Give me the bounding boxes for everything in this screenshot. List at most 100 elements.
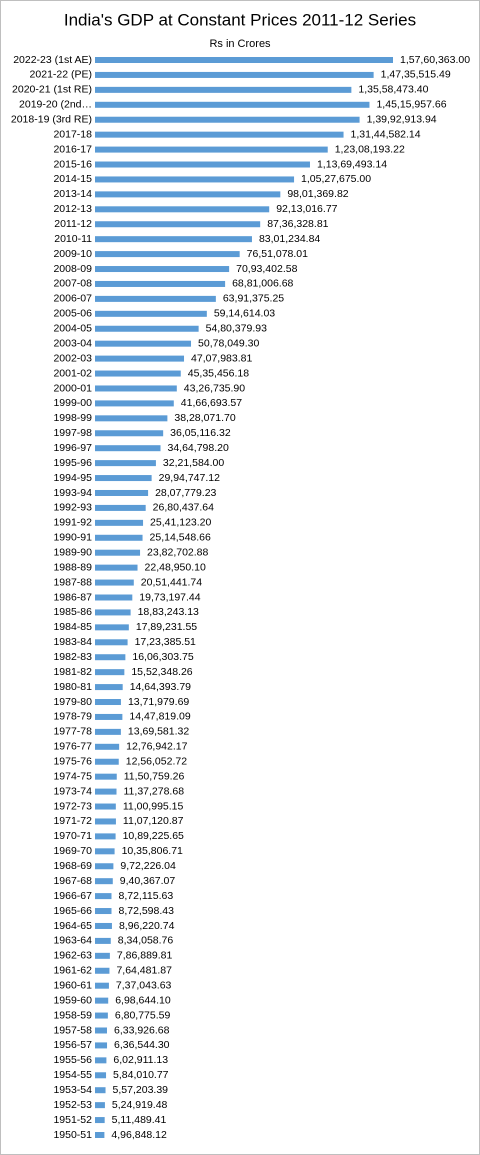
value-label: 12,76,942.17 (126, 741, 187, 753)
bar (95, 654, 126, 661)
bar (95, 699, 121, 706)
bar (95, 460, 156, 467)
bar (95, 310, 207, 317)
bar (95, 1087, 106, 1094)
category-label: 1951-52 (53, 1114, 92, 1126)
category-label: 1972-73 (53, 800, 92, 812)
category-label: 1960-61 (53, 979, 92, 991)
value-label: 4,96,848.12 (111, 1129, 167, 1141)
category-label: 1984-85 (53, 621, 92, 633)
value-label: 70,93,402.58 (236, 263, 297, 275)
category-label: 1962-63 (53, 950, 92, 962)
bar (95, 594, 133, 601)
category-label: 1992-93 (53, 502, 92, 514)
value-label: 83,01,234.84 (259, 233, 320, 245)
category-label: 1952-53 (53, 1099, 92, 1111)
category-label: 1971-72 (53, 815, 92, 827)
category-label: 2007-08 (53, 278, 92, 290)
category-label: 1977-78 (53, 726, 92, 738)
category-label: 2014-15 (53, 173, 92, 185)
value-label: 98,01,369.82 (287, 188, 348, 200)
bar (95, 445, 161, 452)
value-label: 68,81,006.68 (232, 278, 293, 290)
value-label: 11,00,995.15 (123, 800, 184, 812)
value-label: 8,96,220.74 (119, 920, 175, 932)
category-label: 1974-75 (53, 770, 92, 782)
value-label: 38,28,071.70 (174, 412, 235, 424)
value-label: 10,35,806.71 (122, 845, 183, 857)
value-label: 13,71,979.69 (128, 696, 189, 708)
category-label: 1976-77 (53, 741, 92, 753)
value-label: 13,69,581.32 (128, 726, 189, 738)
category-label: 2012-13 (53, 203, 92, 215)
category-label: 1958-59 (53, 1009, 92, 1021)
bar (95, 325, 199, 332)
category-label: 1983-84 (53, 636, 92, 648)
category-label: 2010-11 (54, 233, 92, 245)
category-label: 1964-65 (53, 920, 92, 932)
value-label: 5,11,489.41 (112, 1114, 167, 1126)
bar (95, 1027, 107, 1034)
value-label: 1,23,08,193.22 (335, 143, 405, 155)
value-label: 9,72,226.04 (120, 860, 176, 872)
bar (95, 833, 116, 840)
value-label: 19,73,197.44 (139, 591, 200, 603)
value-label: 8,72,115.63 (118, 890, 173, 902)
value-label: 7,37,043.63 (116, 979, 172, 991)
value-label: 59,14,614.03 (214, 308, 275, 320)
bar (95, 280, 226, 287)
category-label: 1998-99 (53, 412, 92, 424)
bar (95, 101, 370, 108)
value-label: 5,24,919.48 (112, 1099, 168, 1111)
bar (95, 1057, 107, 1064)
bar (95, 788, 117, 795)
value-label: 45,35,456.18 (188, 367, 249, 379)
value-label: 7,86,889.81 (117, 950, 173, 962)
value-label: 12,56,052.72 (126, 756, 187, 768)
category-label: 1954-55 (53, 1069, 92, 1081)
bar (95, 549, 141, 556)
bar (95, 161, 310, 168)
bar (95, 340, 192, 347)
value-label: 8,72,598.43 (118, 905, 174, 917)
bar (95, 713, 123, 720)
category-label: 2020-21 (1st RE) (12, 84, 92, 96)
category-label: 1966-67 (53, 890, 92, 902)
value-label: 9,40,367.07 (120, 875, 176, 887)
category-label: 1973-74 (53, 785, 92, 797)
category-label: 1961-62 (53, 965, 92, 977)
category-label: 1995-96 (53, 457, 92, 469)
bar (95, 534, 143, 541)
bar (95, 370, 181, 377)
bar (95, 519, 144, 526)
bar (95, 295, 216, 302)
category-label: 2016-17 (53, 143, 92, 155)
value-label: 6,98,644.10 (115, 994, 171, 1006)
bar (95, 1117, 105, 1124)
bar (95, 893, 112, 900)
value-label: 32,21,584.00 (163, 457, 224, 469)
category-label: 1987-88 (53, 576, 92, 588)
category-label: 1988-89 (53, 561, 92, 573)
value-label: 92,13,016.77 (276, 203, 337, 215)
bar (95, 967, 110, 974)
value-label: 36,05,116.32 (170, 427, 231, 439)
bar (95, 609, 131, 616)
bar (95, 803, 116, 810)
bar (95, 1132, 105, 1138)
value-label: 6,33,926.68 (114, 1024, 170, 1036)
value-label: 5,84,010.77 (113, 1069, 169, 1081)
category-label: 2000-01 (53, 382, 92, 394)
category-label: 1999-00 (53, 397, 92, 409)
category-label: 2019-20 (2nd… (19, 99, 92, 111)
bar (95, 743, 120, 750)
bar (95, 266, 230, 273)
bar (95, 489, 149, 496)
value-label: 14,64,393.79 (130, 681, 191, 693)
bar (95, 639, 128, 646)
bar (95, 848, 115, 855)
value-label: 11,50,759.26 (124, 770, 185, 782)
bar (95, 728, 121, 735)
